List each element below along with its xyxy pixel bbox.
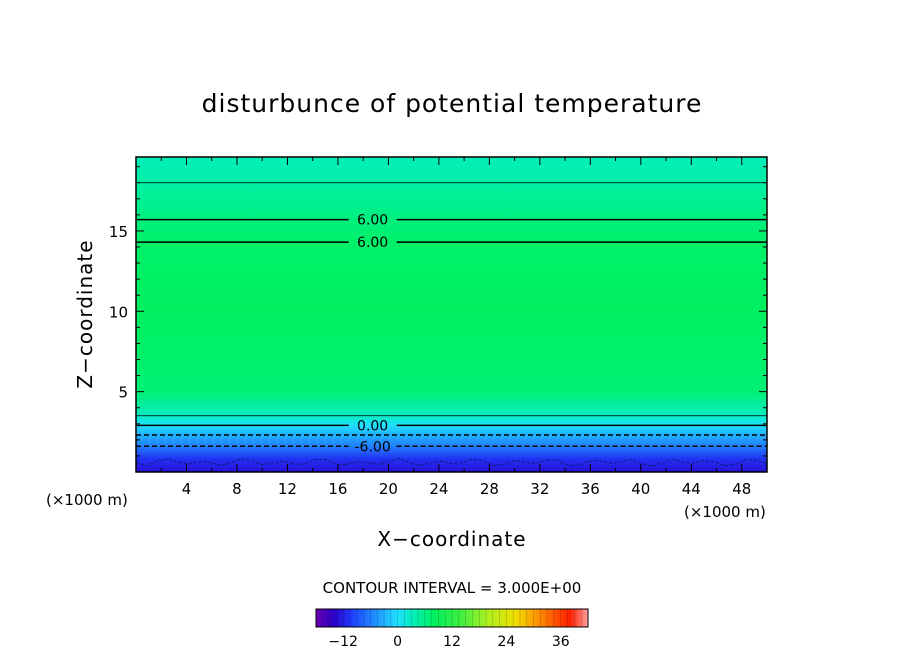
colorbar-tick-label: −12 (328, 634, 358, 650)
y-tick-label: 15 (109, 223, 128, 241)
contour-label: 6.00 (357, 235, 388, 251)
surface-contour (135, 458, 768, 467)
colorbar-fill (316, 609, 588, 627)
x-tick-label: 48 (732, 480, 751, 498)
x-tick-label: 8 (232, 480, 242, 498)
colorbar-tick-label: 0 (393, 634, 402, 650)
contour-interval-text: CONTOUR INTERVAL = 3.000E+00 (323, 579, 582, 597)
x-tick-label: 36 (581, 480, 600, 498)
colorbar-tick-label: 36 (552, 634, 570, 650)
x-unit-label: (×1000 m) (684, 503, 766, 521)
colorbar-frame (315, 608, 589, 628)
plot-frame (135, 156, 768, 473)
y-tick-label: 5 (118, 384, 128, 402)
contour-label: 6.00 (357, 213, 388, 229)
y-tick-label: 10 (109, 303, 128, 321)
colorbar-ticks: −12 0 12 24 36 (315, 609, 589, 650)
x-tick-label: 4 (182, 480, 192, 498)
z-unit-label: (×1000 m) (46, 491, 128, 509)
contour-label: 0.00 (357, 418, 388, 434)
x-tick-label: 24 (429, 480, 448, 498)
colorbar: −12 0 12 24 36 (315, 608, 589, 650)
x-tick-label: 28 (480, 480, 499, 498)
colorbar-tick-label: 24 (497, 634, 515, 650)
x-tick-label: 32 (530, 480, 549, 498)
contour-lines: 6.00 6.00 0.00 -6.00 (136, 182, 767, 455)
chart-title: disturbunce of potential temperature (202, 89, 703, 118)
contour-label: -6.00 (355, 439, 391, 455)
surface-speckles (135, 458, 768, 467)
x-tick-label: 16 (328, 480, 347, 498)
x-tick-label: 40 (631, 480, 650, 498)
field-fill (136, 157, 767, 472)
plot-area: 6.006.000.00-6.00 4 8 12 16 20 24 28 32 36 40 44 48… (109, 156, 768, 498)
colorbar-tick-label: 12 (443, 634, 461, 650)
x-tick-label: 44 (682, 480, 701, 498)
x-axis-label: X−coordinate (377, 527, 526, 551)
x-tick-label: 20 (379, 480, 398, 498)
x-tick-label: 12 (278, 480, 297, 498)
y-axis-label: Z−coordinate (73, 239, 97, 388)
